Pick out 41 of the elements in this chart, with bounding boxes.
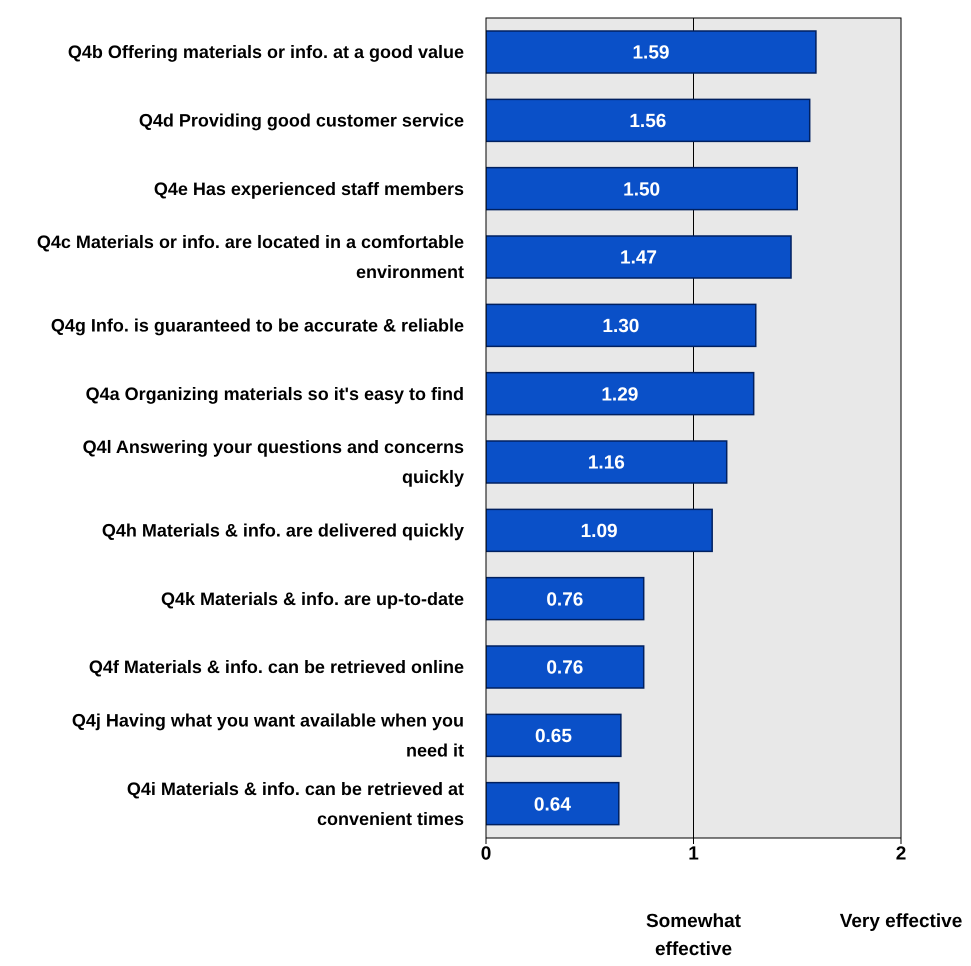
y-tick-label: Q4a Organizing materials so it's easy to find (86, 384, 464, 404)
y-tick-label: Q4g Info. is guaranteed to be accurate & reliable (50, 316, 464, 336)
y-tick-label: Q4h Materials & info. are delivered quickly (102, 520, 464, 540)
y-tick-label: Q4d Providing good customer service (138, 110, 464, 130)
bar (486, 98, 810, 142)
y-tick-label: Q4j Having what you want available when you need it (72, 710, 464, 760)
data-label: 0.64 (534, 794, 572, 816)
data-label: 0.65 (534, 726, 572, 748)
y-tick-label: Q4f Materials & info. can be retrieved online (88, 657, 464, 678)
bar (486, 782, 620, 826)
data-label: 1.16 (588, 452, 625, 474)
data-label: 0.76 (546, 589, 584, 610)
text: Very effective (838, 910, 964, 934)
y-tick-label: Q4k Materials & info. are up-to-date (160, 588, 464, 609)
bar (486, 372, 754, 416)
bar (486, 645, 644, 689)
bar (486, 440, 728, 484)
data-label: 1.56 (629, 111, 666, 132)
y-tick-label: Q4i Materials & info. can be retrieved at convenient times (126, 778, 464, 829)
bar (486, 576, 644, 620)
y-tick-label: Q4l Answering your questions and concerns quickly (82, 437, 464, 488)
data-label: 1.29 (601, 384, 638, 406)
y-tick-label: Q4b Offering materials or info. at a good value (68, 42, 464, 62)
bar (486, 304, 756, 348)
data-label: 1.09 (580, 521, 618, 542)
data-label: 1.50 (623, 179, 660, 200)
y-tick-label: Q4e Has experienced staff members (154, 178, 464, 199)
bar (486, 166, 798, 210)
data-label: 1.30 (602, 316, 640, 338)
bar (486, 714, 622, 758)
bar (486, 508, 713, 552)
bar (486, 235, 792, 279)
data-label: 1.59 (632, 42, 670, 64)
data-label: 0.76 (546, 658, 584, 679)
x-tick-label: 2 (896, 843, 906, 864)
data-label: 1.47 (620, 248, 658, 269)
bar (486, 30, 817, 74)
text: Somewhat effective (644, 910, 742, 962)
y-tick-label: Q4c Materials or info. are located in a comfortable environment (36, 232, 464, 282)
x-tick-label: 0 (480, 843, 492, 864)
x-tick-label: 1 (688, 843, 700, 864)
